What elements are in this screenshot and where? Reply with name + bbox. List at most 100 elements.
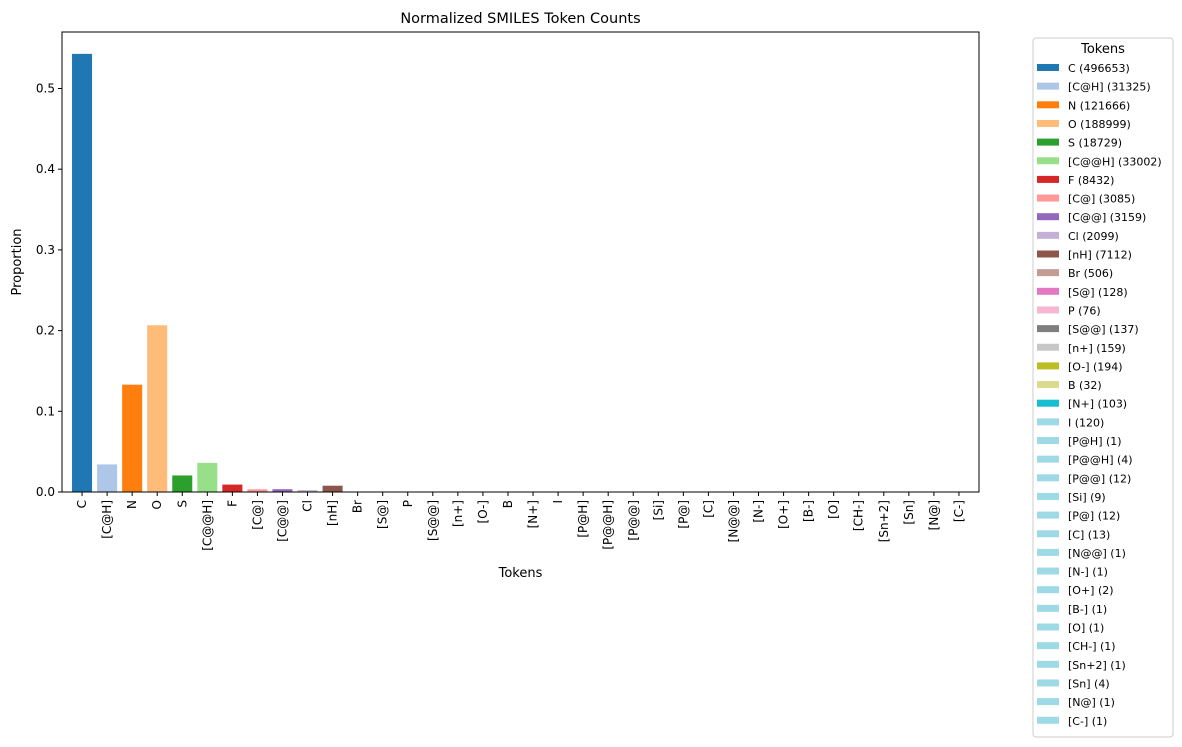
legend-swatch-8 — [1037, 213, 1059, 221]
legend-swatch-18 — [1037, 399, 1059, 407]
legend-swatch-5 — [1037, 157, 1059, 165]
legend-label-27: [N-] (1) — [1068, 566, 1108, 579]
legend-label-33: [Sn] (4) — [1068, 677, 1110, 690]
legend-swatch-17 — [1037, 381, 1059, 389]
x-tick-label-25: [C] — [701, 500, 715, 518]
legend-swatch-33 — [1037, 679, 1059, 687]
x-tick-label-33: [Sn] — [902, 500, 916, 525]
legend-swatch-35 — [1037, 716, 1059, 724]
x-tick-label-34: [N@] — [927, 500, 941, 530]
legend-swatch-21 — [1037, 455, 1059, 463]
x-tick-label-16: [O-] — [476, 500, 490, 523]
plot-frame — [61, 31, 980, 493]
legend-swatch-16 — [1037, 362, 1059, 370]
x-tick-label-8: [C@@] — [275, 500, 289, 542]
legend-swatch-34 — [1037, 698, 1059, 706]
x-tick-label-19: I — [551, 500, 565, 504]
x-tick-label-7: [C@] — [250, 500, 264, 530]
legend-swatch-29 — [1037, 604, 1059, 612]
legend-swatch-0 — [1037, 64, 1059, 71]
legend-swatch-4 — [1037, 138, 1059, 146]
x-tick-label-32: [Sn+2] — [877, 500, 891, 542]
x-tick-label-29: [B-] — [802, 500, 816, 522]
x-tick-label-35: [C-] — [952, 500, 966, 522]
bar-10 — [322, 485, 343, 492]
y-tick-label-2: 0.2 — [36, 324, 55, 338]
legend-label-31: [CH-] (1) — [1068, 640, 1116, 653]
legend-swatch-3 — [1037, 119, 1059, 127]
legend-title: Tokens — [1080, 42, 1125, 57]
x-tick-label-1: [C@H] — [100, 500, 114, 539]
legend-label-35: [C-] (1) — [1068, 715, 1107, 728]
x-tick-label-3: O — [150, 500, 164, 509]
legend-label-23: [Si] (9) — [1068, 491, 1106, 504]
legend-swatch-12 — [1037, 287, 1059, 295]
legend-swatch-27 — [1037, 567, 1059, 575]
x-tick-label-22: [P@@] — [626, 500, 640, 541]
legend-swatch-20 — [1037, 437, 1059, 444]
legend-label-17: B (32) — [1068, 379, 1102, 392]
legend-label-13: P (76) — [1068, 304, 1101, 317]
legend-label-26: [N@@] (1) — [1068, 547, 1126, 560]
y-tick-label-0: 0.0 — [36, 485, 55, 499]
x-tick-label-31: [CH-] — [852, 500, 866, 531]
legend-label-28: [O+] (2) — [1068, 584, 1114, 597]
legend-label-21: [P@@H] (4) — [1068, 454, 1133, 467]
x-tick-label-20: [P@H] — [576, 500, 590, 538]
legend-swatch-2 — [1037, 101, 1059, 109]
bar-3 — [147, 325, 168, 492]
legend-swatch-9 — [1037, 231, 1059, 239]
bars-group — [72, 53, 719, 493]
x-tick-label-17: B — [501, 500, 515, 508]
legend-swatch-15 — [1037, 343, 1059, 351]
bar-6 — [222, 484, 243, 492]
y-tick-label-4: 0.4 — [36, 162, 55, 176]
legend-label-34: [N@] (1) — [1068, 696, 1115, 709]
y-axis-label: Proportion — [10, 228, 25, 295]
bar-9 — [297, 490, 318, 492]
x-tick-label-2: N — [125, 500, 139, 509]
x-tick-label-0: C — [75, 500, 89, 508]
legend-label-6: F (8432) — [1068, 174, 1114, 187]
x-tick-label-30: [O] — [827, 500, 841, 519]
legend-label-9: Cl (2099) — [1068, 230, 1119, 243]
x-tick-label-24: [P@] — [676, 500, 690, 529]
x-tick-label-4: S — [175, 500, 189, 508]
legend-label-7: [C@] (3085) — [1068, 193, 1135, 206]
x-axis: C [C@H] N O S [C@@H] F [C@] [C@@] Cl [nH] Br [S@] P [S… — [75, 492, 966, 551]
legend-swatch-10 — [1037, 250, 1059, 258]
legend-swatch-28 — [1037, 586, 1059, 594]
legend-label-5: [C@@H] (33002) — [1068, 155, 1162, 168]
x-tick-label-18: [N+] — [526, 500, 540, 528]
legend-label-14: [S@@] (137) — [1068, 323, 1139, 336]
legend-swatch-14 — [1037, 325, 1059, 333]
legend-swatch-6 — [1037, 175, 1059, 183]
legend-label-19: I (120) — [1068, 416, 1104, 429]
legend-swatch-23 — [1037, 492, 1059, 500]
y-tick-label-3: 0.3 — [36, 243, 55, 257]
legend-label-15: [n+] (159) — [1068, 342, 1126, 355]
legend-swatch-13 — [1037, 306, 1059, 314]
x-tick-label-27: [N-] — [752, 500, 766, 523]
x-tick-label-9: Cl — [301, 500, 315, 512]
legend-label-22: [P@@] (12) — [1068, 472, 1131, 485]
legend-swatch-19 — [1037, 418, 1059, 426]
legend-label-30: [O] (1) — [1068, 622, 1104, 635]
x-tick-label-26: [N@@] — [726, 500, 740, 542]
legend-label-32: [Sn+2] (1) — [1068, 659, 1126, 672]
legend-swatch-11 — [1037, 269, 1059, 277]
legend-swatch-24 — [1037, 511, 1059, 519]
legend-label-4: S (18729) — [1068, 137, 1122, 150]
legend-label-11: Br (506) — [1068, 267, 1113, 280]
legend-label-3: O (188999) — [1068, 118, 1131, 131]
legend-label-2: N (121666) — [1068, 99, 1130, 112]
bar-0 — [72, 53, 93, 493]
bar-4 — [172, 475, 193, 492]
x-axis-label: Tokens — [498, 566, 543, 581]
legend-swatch-22 — [1037, 474, 1059, 482]
legend-swatch-30 — [1037, 623, 1059, 631]
legend-swatch-1 — [1037, 82, 1059, 90]
legend-items: C (496653) [C@H] (31325) N (121666) O (1889… — [1037, 62, 1162, 728]
chart-title: Normalized SMILES Token Counts — [400, 11, 640, 27]
